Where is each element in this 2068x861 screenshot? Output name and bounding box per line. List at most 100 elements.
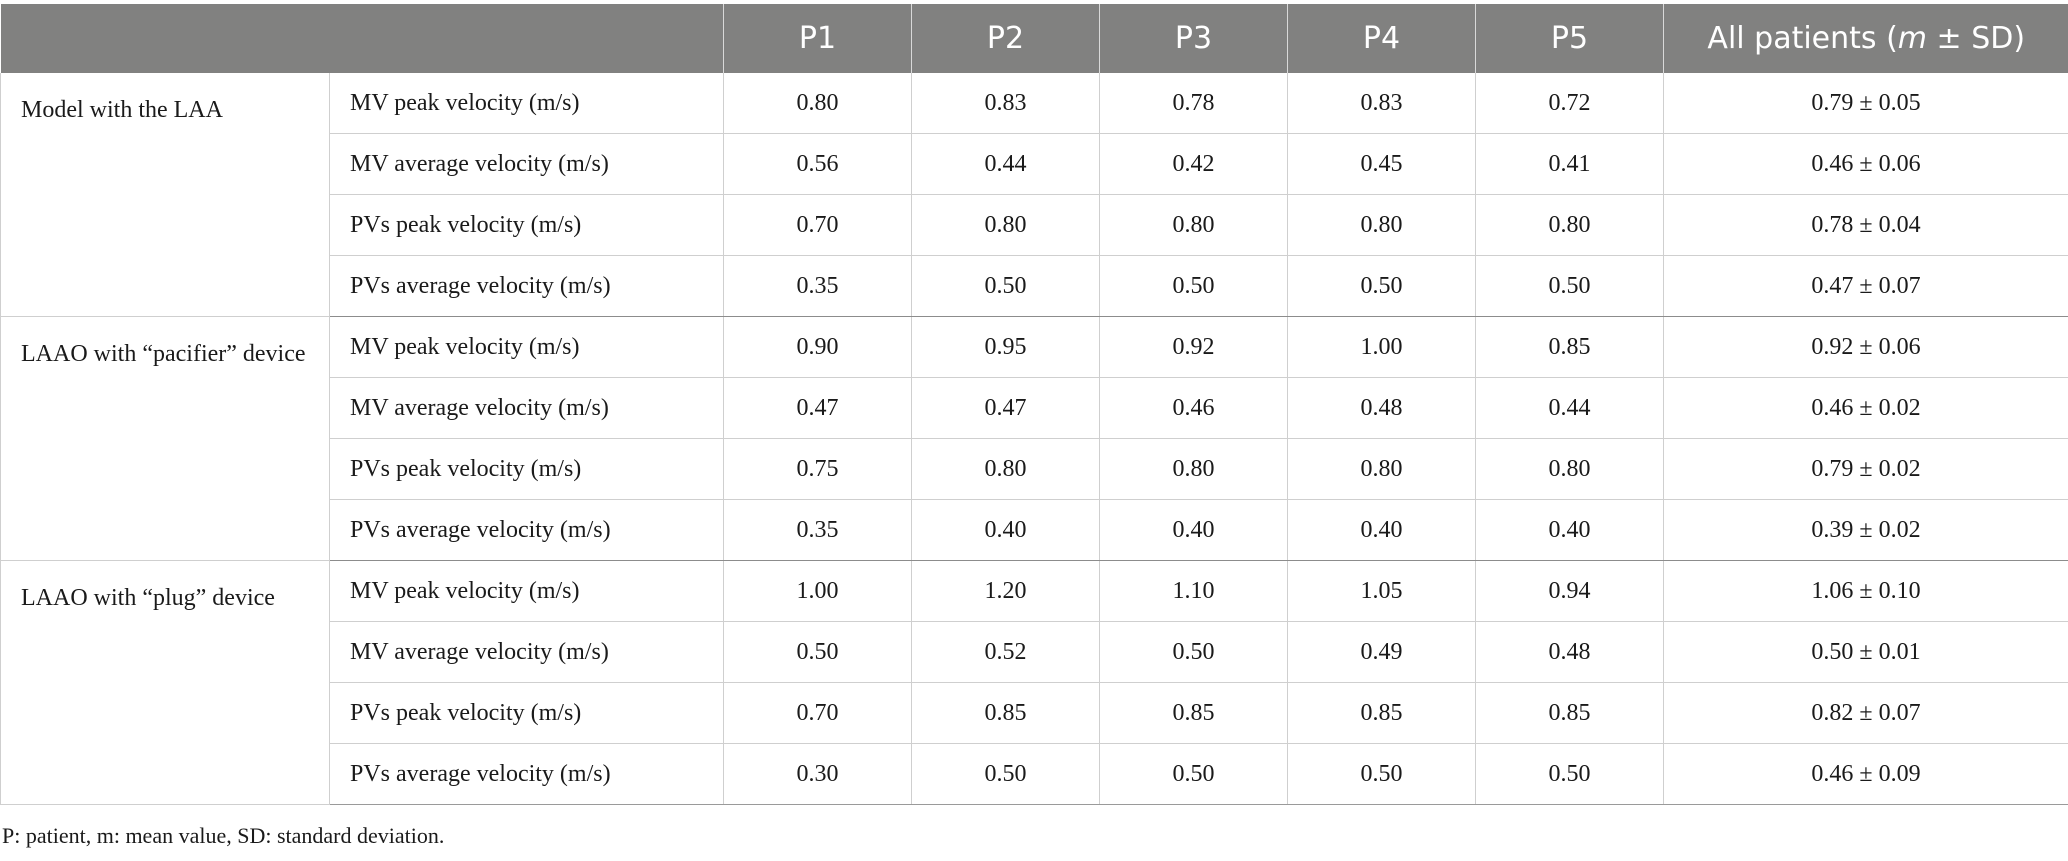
value-cell-p2: 0.83 <box>911 73 1100 134</box>
header-all-patients: All patients (m ± SD) <box>1663 4 2068 73</box>
metric-label: MV peak velocity (m/s) <box>329 560 724 622</box>
table-row: MV average velocity (m/s) 0.56 0.44 0.42 0.4… <box>1 133 2068 195</box>
value-cell-p4: 0.50 <box>1287 255 1476 317</box>
value-cell-p4: 1.00 <box>1287 316 1476 378</box>
value-cell-p2: 0.95 <box>911 316 1100 378</box>
table-row: PVs peak velocity (m/s) 0.70 0.85 0.85 0.85 0… <box>1 682 2068 744</box>
value-cell-p1: 0.70 <box>723 682 912 744</box>
value-cell-p4: 1.05 <box>1287 560 1476 622</box>
value-cell-p2: 0.80 <box>911 194 1100 256</box>
metric-label: MV average velocity (m/s) <box>329 133 724 195</box>
header-p4: P4 <box>1287 4 1476 73</box>
value-cell-p1: 0.56 <box>723 133 912 195</box>
value-cell-all-patients: 1.06 ± 0.10 <box>1663 560 2068 622</box>
value-cell-p1: 0.80 <box>723 73 912 134</box>
header-all-suffix: ± SD) <box>1927 21 2026 56</box>
value-cell-p2: 1.20 <box>911 560 1100 622</box>
value-cell-all-patients: 0.46 ± 0.02 <box>1663 377 2068 439</box>
header-p2: P2 <box>911 4 1100 73</box>
table-row: LAAO with “pacifier” device MV peak veloc… <box>0 316 2068 561</box>
header-all-prefix: All patients ( <box>1707 21 1898 56</box>
header-p1: P1 <box>723 4 912 73</box>
table-row: MV average velocity (m/s) 0.47 0.47 0.46 0.4… <box>1 377 2068 439</box>
table-row: PVs average velocity (m/s) 0.35 0.40 0.40 0.… <box>1 499 2068 561</box>
velocity-table: P1 P2 P3 P4 P5 All patients (m ± SD) Mod… <box>0 4 2068 805</box>
value-cell-p5: 0.80 <box>1475 194 1664 256</box>
value-cell-p1: 1.00 <box>723 560 912 622</box>
metric-label: PVs peak velocity (m/s) <box>329 438 724 500</box>
value-cell-all-patients: 0.46 ± 0.06 <box>1663 133 2068 195</box>
value-cell-p3: 0.40 <box>1099 499 1288 561</box>
metric-label: PVs average velocity (m/s) <box>329 499 724 561</box>
value-cell-p1: 0.50 <box>723 621 912 683</box>
value-cell-p5: 0.40 <box>1475 499 1664 561</box>
table-row: PVs average velocity (m/s) 0.35 0.50 0.50 0.… <box>1 255 2068 317</box>
header-all-m: m <box>1897 21 1928 56</box>
group-label: LAAO with “plug” device <box>0 560 330 805</box>
value-cell-p4: 0.48 <box>1287 377 1476 439</box>
value-cell-p3: 0.50 <box>1099 621 1288 683</box>
value-cell-p4: 0.80 <box>1287 438 1476 500</box>
value-cell-p3: 0.46 <box>1099 377 1288 439</box>
value-cell-all-patients: 0.79 ± 0.02 <box>1663 438 2068 500</box>
value-cell-p5: 0.85 <box>1475 316 1664 378</box>
value-cell-p1: 0.30 <box>723 743 912 805</box>
value-cell-all-patients: 0.39 ± 0.02 <box>1663 499 2068 561</box>
value-cell-p1: 0.90 <box>723 316 912 378</box>
value-cell-p5: 0.48 <box>1475 621 1664 683</box>
value-cell-p4: 0.85 <box>1287 682 1476 744</box>
value-cell-p5: 0.80 <box>1475 438 1664 500</box>
value-cell-p2: 0.40 <box>911 499 1100 561</box>
group-label: LAAO with “pacifier” device <box>0 316 330 561</box>
metric-label: PVs average velocity (m/s) <box>329 255 724 317</box>
value-cell-p1: 0.70 <box>723 194 912 256</box>
value-cell-all-patients: 0.50 ± 0.01 <box>1663 621 2068 683</box>
metric-label: MV average velocity (m/s) <box>329 621 724 683</box>
value-cell-p3: 0.42 <box>1099 133 1288 195</box>
value-cell-p1: 0.35 <box>723 499 912 561</box>
metric-label: PVs average velocity (m/s) <box>329 743 724 805</box>
header-p3: P3 <box>1099 4 1288 73</box>
value-cell-all-patients: 0.92 ± 0.06 <box>1663 316 2068 378</box>
value-cell-all-patients: 0.78 ± 0.04 <box>1663 194 2068 256</box>
value-cell-all-patients: 0.46 ± 0.09 <box>1663 743 2068 805</box>
header-p5: P5 <box>1475 4 1664 73</box>
value-cell-all-patients: 0.79 ± 0.05 <box>1663 73 2068 134</box>
table-row: MV average velocity (m/s) 0.50 0.52 0.50 0.4… <box>1 621 2068 683</box>
value-cell-p5: 0.50 <box>1475 743 1664 805</box>
value-cell-p2: 0.80 <box>911 438 1100 500</box>
value-cell-p2: 0.50 <box>911 255 1100 317</box>
value-cell-p3: 0.80 <box>1099 194 1288 256</box>
value-cell-p1: 0.35 <box>723 255 912 317</box>
table-row: Model with the LAA MV peak velocity (m/s)… <box>0 73 2068 317</box>
metric-label: PVs peak velocity (m/s) <box>329 682 724 744</box>
table-row: LAAO with “plug” device MV peak velocity … <box>0 560 2068 805</box>
value-cell-p3: 1.10 <box>1099 560 1288 622</box>
table-row: PVs average velocity (m/s) 0.30 0.50 0.50 0.… <box>1 743 2068 805</box>
value-cell-p3: 0.80 <box>1099 438 1288 500</box>
value-cell-p2: 0.50 <box>911 743 1100 805</box>
table-row: PVs peak velocity (m/s) 0.70 0.80 0.80 0.80 0… <box>1 194 2068 256</box>
value-cell-p2: 0.85 <box>911 682 1100 744</box>
table-body: Model with the LAA MV peak velocity (m/s)… <box>0 73 2068 805</box>
value-cell-p3: 0.85 <box>1099 682 1288 744</box>
value-cell-p4: 0.45 <box>1287 133 1476 195</box>
metric-label: MV average velocity (m/s) <box>329 377 724 439</box>
table-header: P1 P2 P3 P4 P5 All patients (m ± SD) <box>0 4 2068 73</box>
value-cell-all-patients: 0.47 ± 0.07 <box>1663 255 2068 317</box>
metric-label: MV peak velocity (m/s) <box>329 316 724 378</box>
group-label: Model with the LAA <box>0 73 330 317</box>
value-cell-p5: 0.72 <box>1475 73 1664 134</box>
table-row: PVs peak velocity (m/s) 0.75 0.80 0.80 0.80 0… <box>1 438 2068 500</box>
footnote: P: patient, m: mean value, SD: standard … <box>2 823 445 848</box>
value-cell-p2: 0.52 <box>911 621 1100 683</box>
metric-label: MV peak velocity (m/s) <box>329 73 724 134</box>
value-cell-p1: 0.47 <box>723 377 912 439</box>
value-cell-p2: 0.47 <box>911 377 1100 439</box>
value-cell-p2: 0.44 <box>911 133 1100 195</box>
value-cell-p3: 0.50 <box>1099 255 1288 317</box>
value-cell-p4: 0.83 <box>1287 73 1476 134</box>
value-cell-p4: 0.80 <box>1287 194 1476 256</box>
value-cell-p5: 0.44 <box>1475 377 1664 439</box>
metric-label: PVs peak velocity (m/s) <box>329 194 724 256</box>
